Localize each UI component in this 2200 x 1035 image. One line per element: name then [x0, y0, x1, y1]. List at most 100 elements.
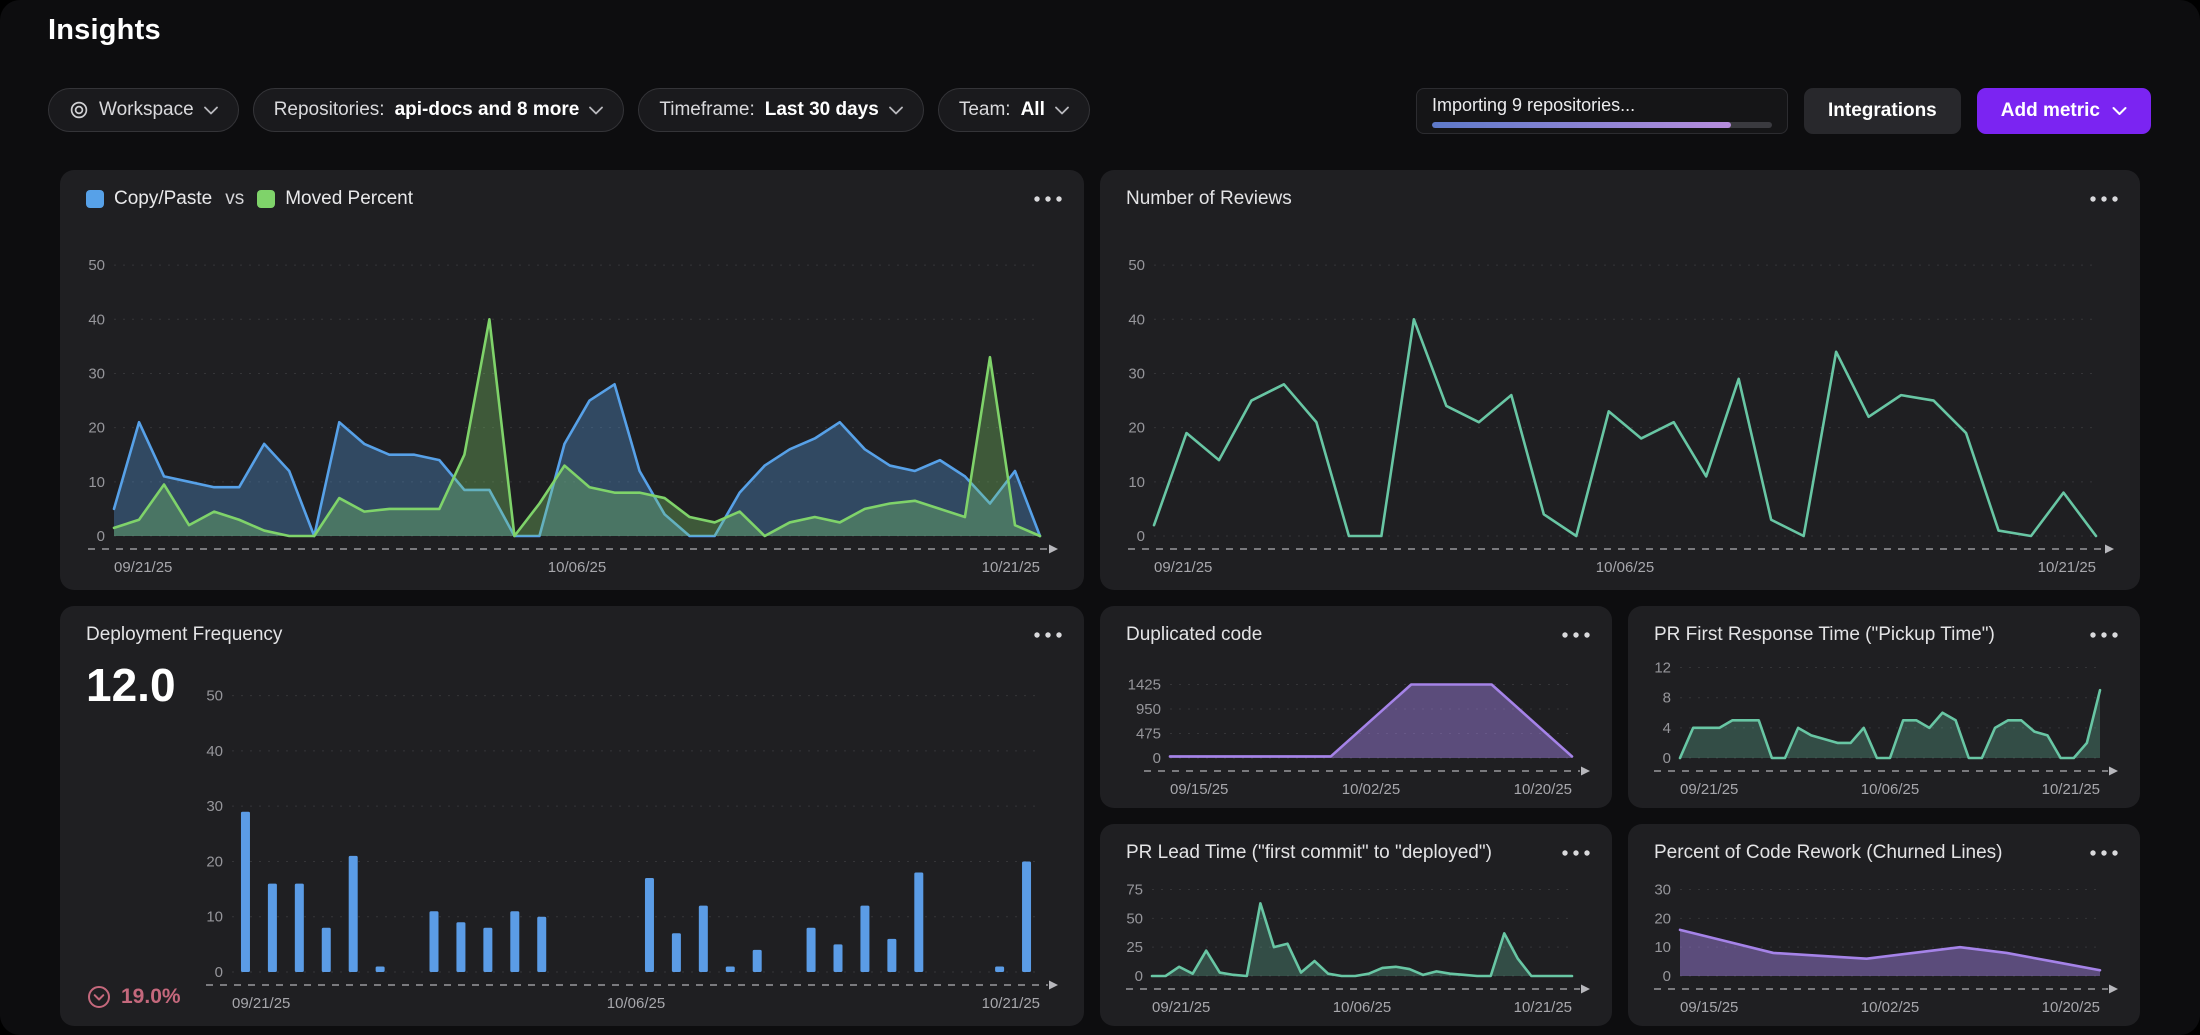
- chevron-down-icon: [589, 106, 604, 115]
- timeframe-prefix: Timeframe:: [659, 99, 755, 120]
- panel-menu-button[interactable]: [1554, 622, 1590, 648]
- svg-text:40: 40: [1128, 311, 1145, 328]
- code-rework-chart[interactable]: 0 10 20 30 09/15/25 10/02/25 10/20/25: [1648, 868, 2124, 1020]
- svg-text:4: 4: [1663, 720, 1671, 737]
- svg-text:0: 0: [1663, 750, 1671, 767]
- svg-text:0: 0: [1137, 528, 1145, 545]
- workspace-label: Workspace: [99, 99, 194, 120]
- svg-text:20: 20: [1128, 420, 1145, 437]
- import-status-card: Importing 9 repositories...: [1416, 88, 1789, 134]
- team-value: All: [1020, 99, 1045, 120]
- svg-text:950: 950: [1136, 701, 1161, 718]
- svg-text:50: 50: [206, 688, 223, 705]
- panel-title: PR First Response Time ("Pickup Time"): [1654, 624, 1995, 645]
- panel-menu-button[interactable]: [2082, 840, 2118, 866]
- panel-pr-lead-time: PR Lead Time ("first commit" to "deploye…: [1100, 824, 1612, 1026]
- svg-text:50: 50: [88, 257, 105, 274]
- svg-text:40: 40: [206, 743, 223, 760]
- repositories-dropdown[interactable]: Repositories: api-docs and 8 more: [252, 88, 625, 132]
- svg-text:0: 0: [97, 528, 105, 545]
- svg-text:30: 30: [1654, 882, 1671, 899]
- panel-header: Percent of Code Rework (Churned Lines): [1654, 840, 2118, 866]
- toolbar-right: Importing 9 repositories... Integrations…: [1416, 88, 2151, 134]
- svg-text:12: 12: [1654, 660, 1671, 677]
- deployment-delta-value: 19.0%: [121, 985, 181, 1008]
- svg-text:10/21/25: 10/21/25: [2042, 781, 2100, 798]
- legend-vs-text: vs: [225, 188, 245, 209]
- svg-text:20: 20: [1654, 910, 1671, 927]
- panel-title: PR Lead Time ("first commit" to "deploye…: [1126, 842, 1492, 863]
- team-dropdown[interactable]: Team: All: [937, 88, 1090, 132]
- svg-text:20: 20: [88, 420, 105, 437]
- svg-text:0: 0: [1663, 968, 1671, 985]
- svg-text:10/21/25: 10/21/25: [2038, 559, 2096, 576]
- svg-text:10/21/25: 10/21/25: [982, 559, 1040, 576]
- svg-text:09/21/25: 09/21/25: [232, 995, 290, 1012]
- chevron-down-icon: [888, 106, 903, 115]
- import-status-text: Importing 9 repositories...: [1432, 95, 1636, 115]
- svg-text:09/21/25: 09/21/25: [114, 559, 172, 576]
- panel-deployment-frequency: Deployment Frequency 12.0 0 10 20 30 40 50 09/…: [60, 606, 1084, 1026]
- copy-paste-vs-moved-chart[interactable]: 0 10 20 30 40 50 09/21/25 10/06/25 10/21/25: [82, 228, 1064, 580]
- filter-bar: Workspace Repositories: api-docs and 8 m…: [48, 88, 1090, 132]
- ellipsis-icon: [2090, 196, 2118, 202]
- svg-text:10/21/25: 10/21/25: [1514, 999, 1572, 1016]
- svg-text:0: 0: [215, 964, 223, 981]
- svg-text:30: 30: [206, 798, 223, 815]
- timeframe-dropdown[interactable]: Timeframe: Last 30 days: [638, 88, 924, 132]
- team-prefix: Team:: [958, 99, 1011, 120]
- svg-text:10/02/25: 10/02/25: [1342, 781, 1400, 798]
- workspace-icon: [69, 100, 89, 120]
- svg-text:75: 75: [1126, 882, 1143, 899]
- panel-pr-first-response-time: PR First Response Time ("Pickup Time") 0…: [1628, 606, 2140, 808]
- workspace-dropdown[interactable]: Workspace: [48, 88, 239, 132]
- panel-menu-button[interactable]: [1026, 622, 1062, 648]
- duplicated-code-chart[interactable]: 0 475 950 1425 09/15/25 10/02/25 10/20/25: [1120, 650, 1596, 802]
- svg-text:0: 0: [1135, 968, 1143, 985]
- pickup-time-chart[interactable]: 0 4 8 12 09/21/25 10/06/25 10/21/25: [1648, 650, 2124, 802]
- add-metric-label: Add metric: [2000, 100, 2100, 121]
- trend-down-circle-icon: [86, 984, 112, 1010]
- panel-menu-button[interactable]: [1554, 840, 1590, 866]
- svg-text:50: 50: [1128, 257, 1145, 274]
- svg-text:10/20/25: 10/20/25: [2042, 999, 2100, 1016]
- svg-text:09/15/25: 09/15/25: [1170, 781, 1228, 798]
- svg-text:10/06/25: 10/06/25: [548, 559, 606, 576]
- page-title: Insights: [48, 14, 161, 46]
- panel-menu-button[interactable]: [2082, 186, 2118, 212]
- panel-duplicated-code: Duplicated code 0 475 950 1425 09/15/25 10/02…: [1100, 606, 1612, 808]
- chevron-down-icon: [2112, 106, 2127, 116]
- add-metric-button[interactable]: Add metric: [1976, 88, 2151, 134]
- import-progress-fill: [1432, 122, 1732, 128]
- svg-text:10/06/25: 10/06/25: [1861, 781, 1919, 798]
- legend-swatch-copy-paste: [86, 190, 104, 208]
- number-of-reviews-chart[interactable]: 0 10 20 30 40 50 09/21/25 10/06/25 10/21/25: [1122, 228, 2120, 580]
- svg-text:10/21/25: 10/21/25: [982, 995, 1040, 1012]
- panel-menu-button[interactable]: [2082, 622, 2118, 648]
- deployment-delta: 19.0%: [86, 984, 181, 1010]
- lead-time-chart[interactable]: 0 25 50 75 09/21/25 10/06/25 10/21/25: [1120, 868, 1596, 1020]
- legend-swatch-moved-percent: [257, 190, 276, 208]
- svg-text:09/15/25: 09/15/25: [1680, 999, 1738, 1016]
- panel-header: Deployment Frequency: [86, 622, 1062, 648]
- svg-text:10/02/25: 10/02/25: [1861, 999, 1919, 1016]
- svg-text:1425: 1425: [1128, 677, 1161, 694]
- ellipsis-icon: [1562, 850, 1590, 856]
- integrations-button[interactable]: Integrations: [1804, 88, 1961, 134]
- svg-text:10: 10: [206, 909, 223, 926]
- panel-menu-button[interactable]: [1026, 186, 1062, 212]
- svg-text:40: 40: [88, 311, 105, 328]
- panel-title: Duplicated code: [1126, 624, 1263, 645]
- svg-text:30: 30: [88, 365, 105, 382]
- svg-text:8: 8: [1663, 690, 1671, 707]
- deployment-frequency-chart[interactable]: 0 10 20 30 40 50 09/21/25 10/06/25 10/21/25: [200, 658, 1064, 1016]
- svg-text:475: 475: [1136, 726, 1161, 743]
- legend-label-copy-paste: Copy/Paste: [114, 188, 213, 209]
- panel-header: Duplicated code: [1126, 622, 1590, 648]
- panel-header: Copy/Paste vs Moved Percent: [86, 186, 1062, 212]
- import-progress-bar: [1432, 122, 1773, 128]
- svg-text:10/06/25: 10/06/25: [607, 995, 665, 1012]
- svg-text:10/06/25: 10/06/25: [1596, 559, 1654, 576]
- svg-text:10/20/25: 10/20/25: [1514, 781, 1572, 798]
